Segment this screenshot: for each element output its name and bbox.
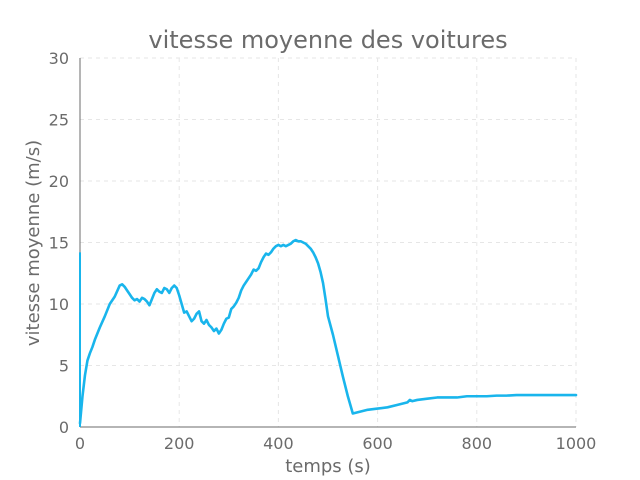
- chart-title: vitesse moyenne des voitures: [148, 26, 507, 54]
- y-axis-title: vitesse moyenne (m/s): [23, 140, 44, 346]
- x-tick-label: 400: [263, 434, 294, 453]
- x-axis-title: temps (s): [285, 456, 371, 477]
- y-tick-label: 5: [59, 357, 69, 376]
- x-tick-label: 1000: [556, 434, 597, 453]
- x-tick-label: 200: [164, 434, 195, 453]
- grid: [79, 57, 577, 428]
- x-tick-label: 800: [462, 434, 493, 453]
- y-tick-label: 0: [59, 418, 69, 437]
- y-tick-label: 30: [49, 49, 69, 68]
- y-tick-label: 25: [49, 111, 69, 130]
- tick-labels: 0 5 10 15 20 25 30 0 200 400 600 800 1000: [49, 49, 597, 453]
- x-tick-label: 600: [362, 434, 393, 453]
- series-line: [78, 238, 578, 425]
- series-layer: [78, 238, 578, 427]
- y-tick-label: 10: [49, 295, 69, 314]
- x-tick-label: 0: [75, 434, 85, 453]
- y-tick-label: 15: [49, 234, 69, 253]
- y-tick-label: 20: [49, 172, 69, 191]
